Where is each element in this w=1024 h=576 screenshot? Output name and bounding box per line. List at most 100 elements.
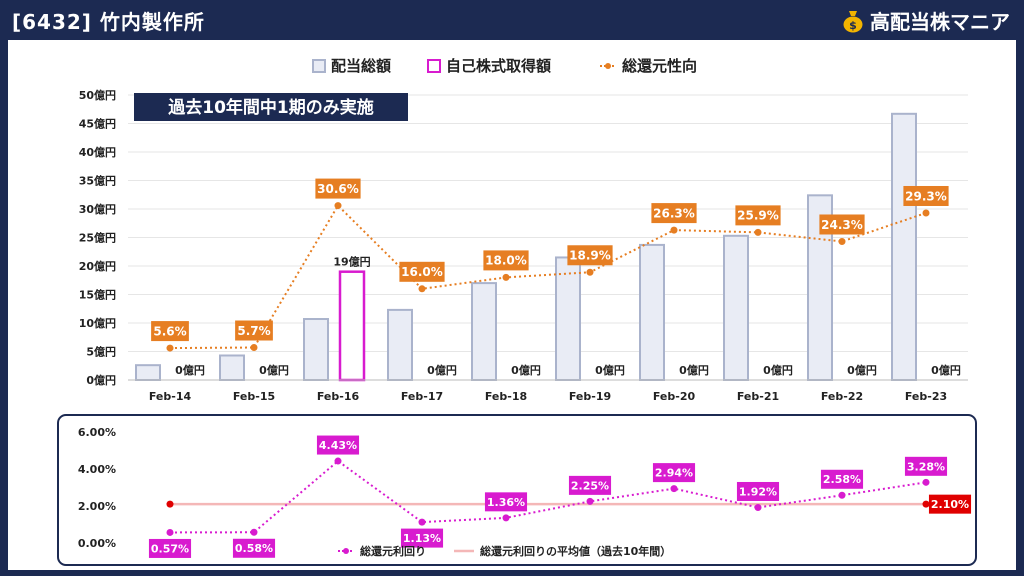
top-y-tick: 5億円 [86, 345, 116, 359]
dividend-bar [639, 243, 665, 381]
buyback-label: 0億円 [259, 363, 289, 377]
top-y-tick: 15億円 [79, 288, 116, 302]
buyback-label: 0億円 [847, 363, 877, 377]
yield-chart-box [57, 414, 977, 566]
payout-point [166, 344, 174, 352]
buyback-label: 0億円 [763, 363, 793, 377]
dividend-bar [891, 112, 917, 381]
top-x-tick: Feb-16 [317, 390, 360, 403]
yield-label: 0.57% [148, 538, 192, 558]
svg-text:29.3%: 29.3% [905, 189, 947, 203]
top-x-tick: Feb-19 [569, 390, 611, 403]
brand-name: 高配当株マニア [870, 10, 1010, 34]
buyback-label: 0億円 [511, 363, 541, 377]
top-y-tick: 30億円 [79, 202, 116, 216]
legend-payout-label: 総還元性向 [622, 57, 697, 75]
top-y-tick: 20億円 [79, 259, 116, 273]
note-text: 過去10年間中1期のみ実施 [168, 97, 374, 118]
legend-dividend-icon [312, 59, 326, 73]
yield-point [502, 514, 510, 522]
yield-line [169, 459, 927, 534]
svg-text:2.10%: 2.10% [931, 498, 969, 511]
top-legend: 配当総額 自己株式取得額 総還元性向 [312, 57, 697, 75]
legend-yield-label: 総還元利回り [360, 544, 426, 558]
payout-point [670, 226, 678, 234]
legend-buyback-label: 自己株式取得額 [446, 57, 551, 75]
payout-label: 30.6% [315, 178, 361, 199]
bottom-y-tick: 6.00% [78, 426, 116, 439]
yield-label: 3.28% [904, 456, 948, 476]
svg-text:24.3%: 24.3% [821, 218, 863, 232]
top-x-tick: Feb-14 [149, 390, 192, 403]
bottom-legend: 総還元利回り 総還元利回りの平均値（過去10年間） [338, 544, 671, 558]
top-x-tick: Feb-22 [821, 390, 863, 403]
top-y-tick: 50億円 [79, 88, 116, 102]
dividend-bar [723, 234, 749, 381]
payout-point [502, 273, 510, 281]
yield-point [754, 503, 762, 511]
svg-text:2.58%: 2.58% [823, 473, 861, 486]
yield-point [838, 491, 846, 499]
top-x-tick: Feb-23 [905, 390, 947, 403]
average-point-start [166, 500, 174, 508]
payout-label: 24.3% [819, 214, 865, 235]
note-box: 過去10年間中1期のみ実施 [134, 93, 408, 121]
svg-text:30.6%: 30.6% [317, 182, 359, 196]
svg-text:3.28%: 3.28% [907, 460, 945, 473]
payout-label: 25.9% [735, 205, 781, 226]
top-y-tick: 10億円 [79, 316, 116, 330]
top-y-tick: 45億円 [79, 117, 116, 131]
top-y-tick: 35億円 [79, 174, 116, 188]
svg-text:5.7%: 5.7% [237, 324, 270, 338]
yield-label: 2.58% [820, 469, 864, 489]
top-x-tick: Feb-21 [737, 390, 779, 403]
chart-panel: 配当総額 自己株式取得額 総還元性向 0億円 5億円 10億円 15億円 20億円 25億円 30… [8, 40, 1016, 570]
dividend-bar [219, 354, 245, 381]
payout-line [169, 203, 927, 350]
yield-point [166, 528, 174, 536]
payout-label: 26.3% [651, 203, 697, 224]
svg-text:0.57%: 0.57% [151, 542, 189, 555]
dividend-bar [387, 308, 413, 382]
top-y-tick: 40億円 [79, 145, 116, 159]
top-y-tick: 0億円 [86, 373, 116, 387]
bottom-y-tick: 2.00% [78, 500, 116, 513]
payout-point [838, 237, 846, 245]
buyback-bar [338, 270, 366, 382]
payout-point [418, 285, 426, 293]
bottom-y-tick: 0.00% [78, 537, 116, 550]
payout-label: 18.9% [567, 245, 613, 266]
header-bar: [6432] 竹内製作所 $ 高配当株マニア [0, 0, 1024, 40]
buyback-label: 0億円 [931, 363, 961, 377]
buyback-label: 19億円 [333, 255, 370, 269]
yield-label: 1.36% [484, 492, 528, 512]
svg-text:$: $ [849, 19, 857, 32]
money-bag-icon: $ [842, 9, 864, 33]
bottom-y-tick: 4.00% [78, 463, 116, 476]
dividend-bar [471, 282, 497, 382]
dividend-bar [555, 256, 581, 381]
buyback-label: 0億円 [427, 363, 457, 377]
payout-point [754, 228, 762, 236]
buyback-label: 0億円 [595, 363, 625, 377]
top-x-tick: Feb-20 [653, 390, 696, 403]
top-y-tick: 25億円 [79, 231, 116, 245]
yield-point [250, 528, 258, 536]
svg-text:0.58%: 0.58% [235, 542, 273, 555]
dividend-bar [303, 318, 329, 382]
yield-point [586, 497, 594, 505]
payout-point [922, 209, 930, 217]
yield-label: 1.13% [400, 528, 444, 548]
svg-text:5.6%: 5.6% [153, 324, 186, 338]
yield-label: 1.92% [736, 481, 780, 501]
svg-text:18.0%: 18.0% [485, 254, 527, 268]
svg-text:1.92%: 1.92% [739, 485, 777, 498]
yield-label: 2.94% [652, 463, 696, 483]
svg-text:1.13%: 1.13% [403, 532, 441, 545]
svg-text:2.25%: 2.25% [571, 479, 609, 492]
yield-point [922, 478, 930, 486]
top-x-tick: Feb-18 [485, 390, 527, 403]
page-title: [6432] 竹内製作所 [12, 10, 205, 34]
svg-text:26.3%: 26.3% [653, 206, 695, 220]
payout-label: 5.6% [151, 321, 189, 342]
